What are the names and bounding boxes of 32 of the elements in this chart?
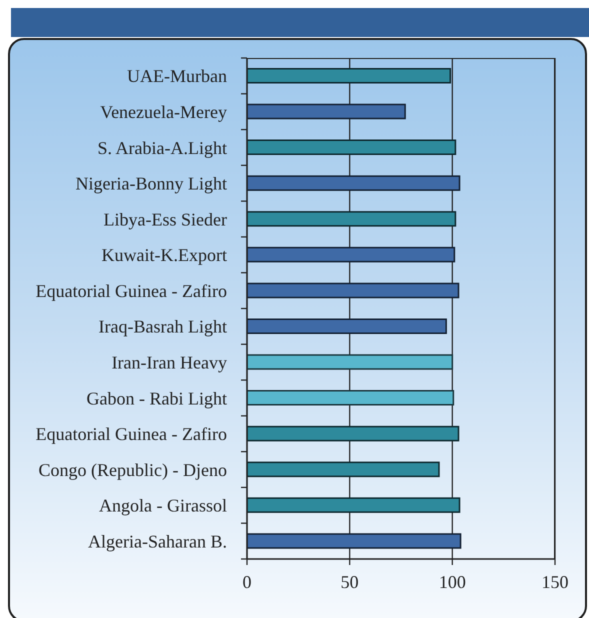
y-tick-label: S. Arabia-A.Light — [98, 138, 227, 158]
y-tick-label: Nigeria-Bonny Light — [76, 174, 227, 194]
x-tick-label: 100 — [438, 572, 466, 592]
y-tick-label: UAE-Murban — [127, 66, 227, 86]
y-tick-label: Iraq-Basrah Light — [98, 316, 227, 337]
bar — [247, 462, 440, 478]
y-tick-label: Equatorial Guinea - Zafiro — [36, 424, 227, 444]
bar — [247, 140, 456, 156]
y-tick-label: Libya-Ess Sieder — [104, 209, 228, 230]
y-tick-label: Kuwait-K.Export — [102, 245, 227, 266]
bar — [247, 282, 460, 298]
y-tick-label: Gabon - Rabi Light — [86, 388, 227, 408]
bar — [247, 426, 460, 442]
bar — [247, 211, 456, 227]
bar — [247, 175, 460, 191]
y-tick-label: Algeria-Saharan B. — [88, 531, 227, 552]
bar — [247, 533, 462, 549]
bar — [247, 246, 456, 262]
x-tick-label: 0 — [242, 572, 252, 592]
y-tick-label: Equatorial Guinea - Zafiro — [36, 280, 227, 301]
bar — [247, 318, 447, 334]
bar — [247, 354, 454, 370]
y-tick-label: Venezuela-Merey — [100, 102, 227, 122]
y-tick-label: Iran-Iran Heavy — [112, 352, 227, 372]
y-tick-label: Congo (Republic) - Djeno — [38, 460, 227, 480]
x-tick-label: 150 — [542, 572, 568, 592]
y-tick-label: Angola - Girassol — [99, 496, 227, 516]
bar — [247, 68, 452, 84]
bar — [247, 104, 406, 120]
bar — [247, 390, 454, 406]
bar — [247, 497, 460, 513]
x-tick-label: 50 — [340, 572, 359, 592]
